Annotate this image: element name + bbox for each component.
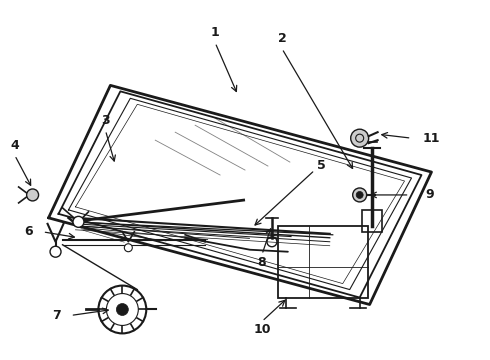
Circle shape: [356, 192, 363, 198]
Circle shape: [353, 188, 367, 202]
Text: 7: 7: [52, 309, 61, 322]
Text: 4: 4: [10, 139, 19, 152]
Text: 5: 5: [318, 158, 326, 172]
Circle shape: [73, 216, 84, 227]
Text: 8: 8: [258, 256, 266, 269]
Text: 2: 2: [277, 32, 286, 45]
Text: 11: 11: [423, 132, 440, 145]
Circle shape: [26, 189, 39, 201]
Bar: [278, 226, 368, 298]
Text: 6: 6: [24, 225, 33, 238]
Text: 3: 3: [101, 114, 110, 127]
Circle shape: [124, 244, 132, 252]
Circle shape: [116, 303, 128, 315]
Text: 9: 9: [425, 188, 434, 202]
Circle shape: [351, 129, 368, 147]
Bar: [362, 210, 382, 232]
Circle shape: [50, 246, 61, 257]
Text: 10: 10: [253, 323, 270, 336]
Text: 1: 1: [211, 26, 220, 39]
